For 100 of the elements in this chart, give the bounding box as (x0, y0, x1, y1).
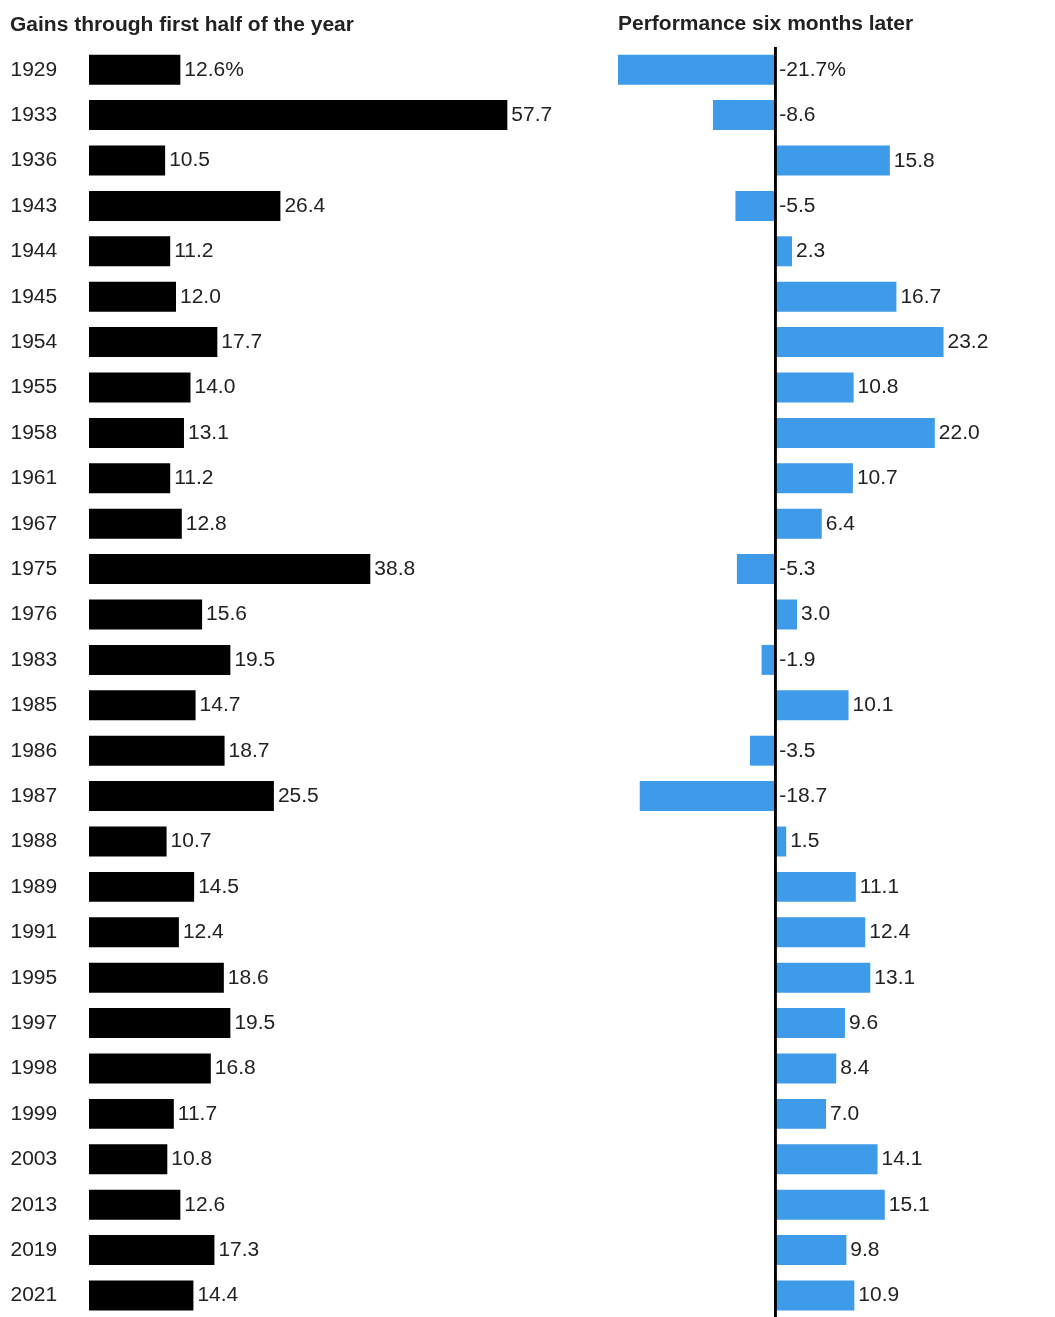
y-tick-label: 1943 (10, 192, 58, 216)
bar (775, 372, 854, 403)
y-tick-label: 1985 (10, 692, 58, 716)
data-label: -5.5 (779, 192, 816, 216)
data-label: 22.0 (938, 419, 980, 443)
data-label: 18.7 (228, 737, 270, 761)
bar (89, 1098, 174, 1129)
data-label: -21.7% (779, 56, 846, 80)
data-label: 10.5 (169, 147, 210, 171)
bar (775, 463, 853, 494)
data-label: 14.1 (881, 1146, 923, 1170)
bar (775, 1008, 845, 1039)
data-label: 19.5 (234, 1010, 276, 1034)
bar (775, 1098, 827, 1129)
bar (775, 1280, 855, 1311)
bar (89, 1189, 181, 1220)
data-label: 25.5 (277, 783, 319, 807)
y-tick-label: 1954 (10, 329, 58, 353)
data-label: 26.4 (284, 192, 326, 216)
bar (712, 100, 776, 131)
data-label: 14.7 (199, 692, 241, 716)
bar (89, 1008, 231, 1039)
y-tick-label: 1986 (10, 737, 58, 761)
bar (89, 372, 191, 403)
chart-title: Performance six months later (618, 11, 914, 35)
data-label: 17.3 (218, 1237, 260, 1261)
data-label: 23.2 (947, 329, 989, 353)
data-label: 13.1 (874, 964, 916, 988)
y-tick-label: 1988 (10, 828, 58, 852)
y-tick-label: 1961 (10, 465, 58, 489)
y-tick-label: 2021 (10, 1282, 58, 1306)
data-label: 12.4 (869, 919, 911, 943)
data-label: 16.8 (214, 1055, 256, 1079)
bar (89, 190, 281, 221)
data-label: 15.8 (893, 147, 935, 171)
bar (775, 1053, 837, 1084)
data-label: 14.0 (194, 374, 236, 398)
data-label: 9.6 (848, 1010, 879, 1034)
bar (775, 1144, 878, 1175)
data-label: 10.1 (852, 692, 894, 716)
data-label: 11.2 (174, 238, 214, 262)
y-tick-label: 1997 (10, 1010, 58, 1034)
bar (89, 644, 231, 675)
y-tick-label: 1989 (10, 873, 58, 897)
bar (89, 508, 182, 539)
data-label: 10.8 (171, 1146, 213, 1170)
bar (89, 554, 371, 585)
bar (89, 327, 218, 358)
bar (89, 417, 184, 448)
bar (89, 1053, 211, 1084)
y-tick-label: 1976 (10, 601, 58, 625)
data-label: 12.6% (184, 56, 244, 80)
data-label: -18.7 (779, 783, 828, 807)
y-tick-label: 2003 (10, 1146, 58, 1170)
y-tick-label: 2013 (10, 1191, 58, 1215)
data-label: 12.0 (180, 283, 221, 307)
bar (775, 690, 849, 721)
data-label: 57.7 (511, 102, 553, 126)
bar (89, 962, 224, 993)
bar (775, 917, 866, 948)
chart-title: Gains through first half of the year (10, 12, 354, 35)
bar (775, 1235, 847, 1266)
y-tick-label: 1995 (10, 964, 58, 988)
bar (89, 1235, 215, 1266)
data-label: 10.7 (856, 465, 898, 489)
bar (89, 100, 508, 131)
data-label: 12.8 (185, 510, 227, 534)
y-tick-label: 2019 (10, 1237, 58, 1261)
data-label: 18.6 (227, 964, 269, 988)
bar (775, 281, 897, 312)
bar (761, 644, 776, 675)
bar (89, 281, 176, 312)
data-label: -8.6 (779, 102, 816, 126)
data-label: 15.6 (206, 601, 247, 625)
bar (89, 599, 203, 630)
bar (89, 690, 196, 721)
data-label: 12.6 (184, 1191, 226, 1215)
y-tick-label: 1958 (10, 419, 58, 443)
bar (89, 917, 179, 948)
bar (639, 781, 776, 812)
bar (775, 871, 856, 902)
y-tick-label: 1944 (10, 238, 58, 262)
data-label: -3.5 (779, 737, 816, 761)
data-label: 11.1 (859, 873, 900, 897)
y-tick-label: 1955 (10, 374, 58, 398)
bar (749, 735, 776, 766)
y-tick-label: 1945 (10, 283, 58, 307)
data-label: 7.0 (830, 1100, 860, 1124)
bar (89, 1280, 194, 1311)
data-label: 11.2 (174, 465, 214, 489)
bar (775, 1189, 885, 1220)
bar (89, 826, 167, 857)
data-label: 13.1 (187, 419, 229, 443)
data-label: 9.8 (850, 1237, 880, 1261)
y-tick-label: 1967 (10, 510, 58, 534)
bar (775, 417, 935, 448)
bar (735, 190, 776, 221)
data-label: 1.5 (790, 828, 820, 852)
bar (775, 599, 798, 630)
y-tick-label: 1991 (10, 919, 58, 943)
